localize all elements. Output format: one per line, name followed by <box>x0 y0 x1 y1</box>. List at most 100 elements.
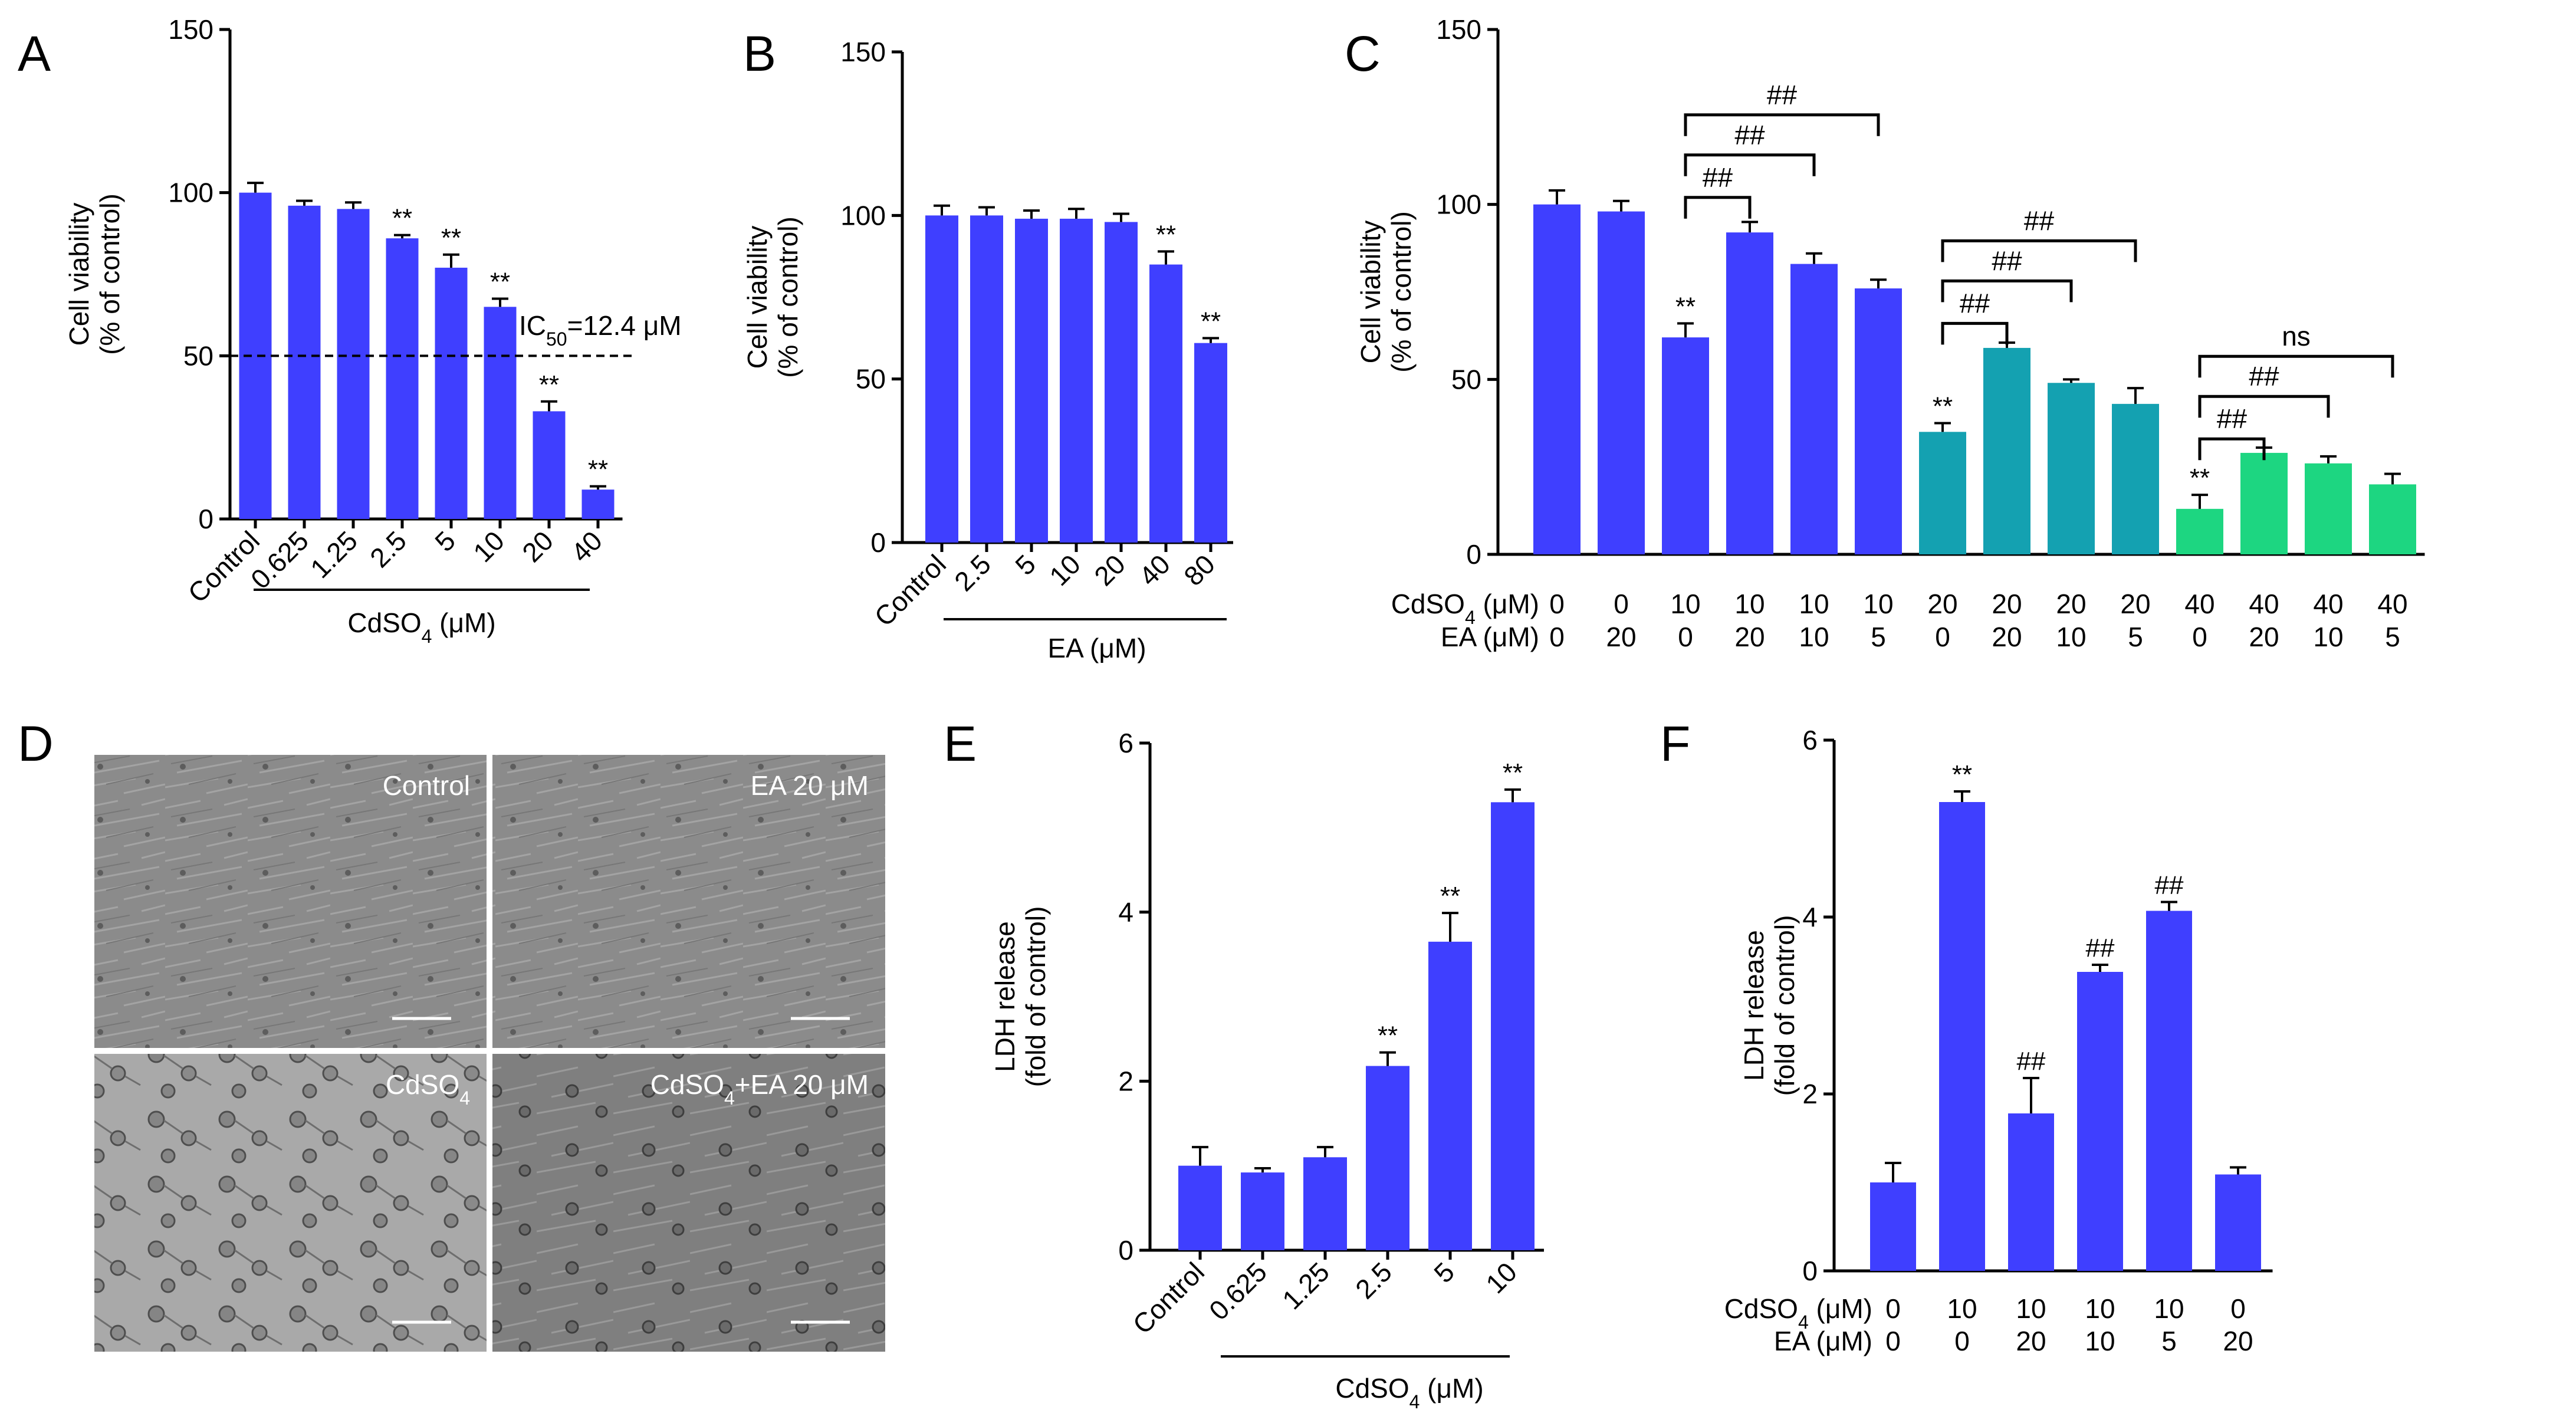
comparison-bracket <box>2198 437 2266 461</box>
bar <box>2048 383 2095 554</box>
cdso4-value: 10 <box>1947 1293 1977 1324</box>
bar <box>1983 347 2030 554</box>
comparison-bracket <box>1684 196 1752 219</box>
y-tick-label: 0 <box>198 504 213 534</box>
y-tick-label: 150 <box>168 14 213 45</box>
micrograph-label: CdSO4+EA 20 μM <box>650 1069 869 1109</box>
x-tick-label: 5 <box>1428 1256 1460 1289</box>
cdso4-value: 10 <box>1734 589 1765 619</box>
y-tick-label: 150 <box>840 37 886 67</box>
ea-value: 5 <box>2128 622 2143 652</box>
bar <box>288 205 321 519</box>
significance-mark: ** <box>539 370 559 399</box>
bar <box>1726 232 1773 555</box>
y-axis-title-line2: (% of control) <box>773 216 803 378</box>
bar <box>2240 452 2288 554</box>
micrograph-image <box>492 1054 885 1352</box>
ea-value: 5 <box>2385 622 2400 652</box>
bar <box>1939 802 1985 1271</box>
micrograph-image <box>492 755 885 1048</box>
bar <box>2077 972 2123 1271</box>
ic50-annotation-sub: 50 <box>546 328 567 350</box>
panel-letter-a: A <box>18 26 51 81</box>
panel-b: 0 50 100 150 Cell viability (% of control) Con… <box>742 26 1233 663</box>
ea-value: 20 <box>1606 622 1636 652</box>
y-axis-title-line1: LDH release <box>990 921 1020 1072</box>
x-axis-title-main: CdSO <box>1335 1373 1409 1404</box>
x-axis-title-rest: (μM) <box>1420 1373 1483 1404</box>
panel-letter-e: E <box>944 716 977 771</box>
x-tick-label: 0.625 <box>245 525 314 594</box>
significance-mark: ** <box>1933 392 1953 421</box>
bar <box>1790 264 1838 554</box>
x-tick-label: 5 <box>429 525 461 557</box>
y-axis-title: Cell viability (% of control) <box>1355 211 1417 373</box>
cdso4-value: 10 <box>1670 589 1700 619</box>
y-axis-title-line2: (% of control) <box>94 193 125 355</box>
y-tick-label: 0 <box>1118 1235 1133 1266</box>
x-axis-title: CdSO4 (μM) <box>1335 1373 1483 1412</box>
x-tick-label: Control <box>1126 1256 1210 1340</box>
cdso4-value: 20 <box>1927 589 1957 619</box>
y-axis-title: Cell viability (% of control) <box>742 216 803 378</box>
x-axis-title: EA (μM) <box>1047 633 1146 663</box>
cdso4-value: 40 <box>2313 589 2343 619</box>
micrograph-label: CdSO4 <box>386 1069 470 1109</box>
x-tick-label: Control <box>868 548 952 632</box>
significance-mark: ** <box>441 224 461 252</box>
ea-value: 0 <box>1885 1326 1901 1356</box>
ea-value: 10 <box>2313 622 2343 652</box>
bracket-label: ## <box>1767 80 1798 110</box>
y-tick-label: 100 <box>840 200 886 231</box>
micrograph-label-main: EA 20 μM <box>751 770 869 801</box>
significance-mark: ** <box>1201 307 1221 336</box>
ic50-annotation-main: IC <box>519 310 546 341</box>
ea-value: 0 <box>2192 622 2207 652</box>
comparison-bracket <box>1941 239 2137 262</box>
x-tick-label: 40 <box>1133 548 1176 592</box>
y-tick-label: 2 <box>1118 1066 1133 1096</box>
y-axis-title-line2: (% of control) <box>1386 211 1417 373</box>
x-axis-title-rest: (μM) <box>432 607 495 638</box>
bar <box>386 238 419 519</box>
ea-value: 20 <box>2249 622 2279 652</box>
bar <box>1060 218 1093 543</box>
cdso4-value: 10 <box>2154 1293 2184 1324</box>
comparison-bracket <box>2198 354 2394 378</box>
comparison-bracket <box>1941 279 2073 303</box>
bracket-label: ## <box>1703 162 1733 193</box>
row-label-ea: EA (μM) <box>1774 1326 1872 1356</box>
ea-value: 20 <box>2223 1326 2253 1356</box>
x-tick-label: 1.25 <box>1276 1256 1335 1315</box>
comparison-bracket <box>1941 321 2009 345</box>
ea-value: 20 <box>1734 622 1765 652</box>
significance-mark: ## <box>2086 934 2115 962</box>
y-tick-label: 4 <box>1802 902 1818 932</box>
ea-value: 0 <box>1935 622 1950 652</box>
y-tick-label: 100 <box>1436 189 1481 220</box>
micrograph-label-main: Control <box>383 770 470 801</box>
x-axis-title-sub: 4 <box>1409 1391 1420 1412</box>
row-label-cdso4: CdSO4 (μM) <box>1724 1293 1872 1333</box>
y-tick-label: 0 <box>1802 1256 1818 1286</box>
comparison-bracket <box>2198 395 2330 418</box>
panel-letter-f: F <box>1660 716 1690 771</box>
panel-e: 0 2 4 6 LDH release (fold of control) Control0… <box>944 716 1544 1412</box>
significance-mark: ** <box>1675 292 1696 321</box>
ea-value: 10 <box>2056 622 2086 652</box>
bar <box>1598 211 1645 554</box>
ea-value: 20 <box>2016 1326 2046 1356</box>
bar <box>581 489 615 519</box>
y-tick-label: 2 <box>1802 1079 1818 1109</box>
ea-value: 5 <box>2161 1326 2177 1356</box>
y-axis-title-line2: (fold of control) <box>1769 915 1800 1096</box>
bar <box>1491 802 1535 1250</box>
cdso4-value: 10 <box>2085 1293 2115 1324</box>
y-axis-title-line2: (fold of control) <box>1020 906 1051 1087</box>
x-tick-label: 80 <box>1178 548 1221 592</box>
row-label-cdso4-rest: (μM) <box>1809 1293 1872 1324</box>
significance-mark: ** <box>490 268 510 297</box>
x-tick-label: 20 <box>1088 548 1131 592</box>
cdso4-value: 20 <box>2120 589 2150 619</box>
